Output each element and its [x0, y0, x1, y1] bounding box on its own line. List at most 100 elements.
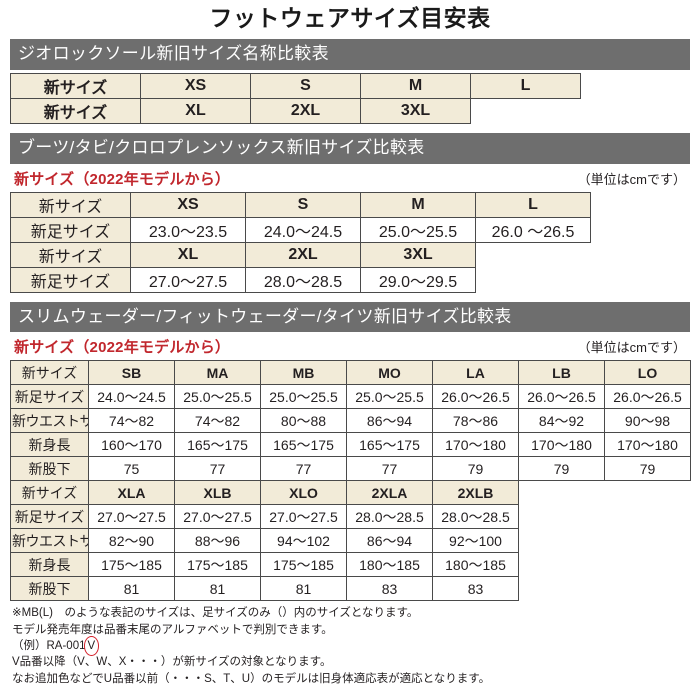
value-cell: 25.0〜25.5	[260, 384, 347, 410]
table-row: 新足サイズ 24.0〜24.5 25.0〜25.5 25.0〜25.5 25.0…	[10, 384, 691, 410]
section-3-subhead: 新サイズ（2022年モデルから） （単位はcmです）	[10, 332, 690, 360]
table-row: 新股下 81 81 81 83 83	[10, 576, 691, 602]
size-cell: S	[250, 72, 361, 99]
table-row: 新足サイズ 23.0〜23.5 24.0〜24.5 25.0〜25.5 26.0…	[10, 216, 591, 243]
table-row: 新身長 160〜170 165〜175 165〜175 165〜175 170〜…	[10, 432, 691, 458]
table-row: 新サイズ XLA XLB XLO 2XLA 2XLB	[10, 480, 691, 506]
row-label: 新サイズ	[10, 480, 89, 506]
size-cell: M	[360, 191, 476, 218]
value-cell: 81	[88, 576, 175, 602]
size-cell: LA	[432, 360, 519, 386]
size-cell: XLA	[88, 480, 175, 506]
value-cell: 80〜88	[260, 408, 347, 434]
size-cell: XL	[140, 97, 251, 124]
value-cell: 84〜92	[518, 408, 605, 434]
row-label: 新サイズ	[10, 191, 131, 218]
row-label: 新サイズ	[10, 72, 141, 99]
row-label: 新足サイズ	[10, 216, 131, 243]
value-cell: 165〜175	[346, 432, 433, 458]
circled-v-marker: V	[83, 635, 99, 657]
table-row: 新足サイズ 27.0〜27.5 27.0〜27.5 27.0〜27.5 28.0…	[10, 504, 691, 530]
row-label: 新股下	[10, 456, 89, 482]
value-cell: 79	[518, 456, 605, 482]
value-cell: 88〜96	[174, 528, 261, 554]
value-cell: 77	[346, 456, 433, 482]
value-cell: 26.0〜26.5	[604, 384, 691, 410]
size-cell: L	[475, 191, 591, 218]
value-cell: 28.0〜28.5	[432, 504, 519, 530]
value-cell: 79	[432, 456, 519, 482]
row-label: 新ウエストサイズ	[10, 408, 89, 434]
empty-cell	[605, 529, 691, 553]
value-cell: 77	[260, 456, 347, 482]
value-cell: 77	[174, 456, 261, 482]
value-cell: 83	[432, 576, 519, 602]
empty-cell	[605, 577, 691, 601]
value-cell: 27.0〜27.5	[260, 504, 347, 530]
value-cell: 170〜180	[518, 432, 605, 458]
size-cell: S	[245, 191, 361, 218]
empty-cell	[519, 577, 605, 601]
value-cell: 81	[260, 576, 347, 602]
row-label: 新身長	[10, 432, 89, 458]
table-geolock-sole: 新サイズ XS S M L 新サイズ XL 2XL 3XL	[10, 72, 581, 124]
section-2-subhead: 新サイズ（2022年モデルから） （単位はcmです）	[10, 164, 690, 192]
value-cell: 180〜185	[432, 552, 519, 578]
value-cell: 29.0〜29.5	[360, 266, 476, 293]
row-label: 新サイズ	[10, 360, 89, 386]
value-cell: 78〜86	[432, 408, 519, 434]
value-cell: 83	[346, 576, 433, 602]
size-cell: SB	[88, 360, 175, 386]
section-3-band: スリムウェーダー/フィットウェーダー/タイツ新旧サイズ比較表	[10, 301, 690, 333]
value-cell: 27.0〜27.5	[130, 266, 246, 293]
empty-cell	[605, 505, 691, 529]
value-cell: 25.0〜25.5	[360, 216, 476, 243]
size-cell: LB	[518, 360, 605, 386]
empty-cell	[519, 553, 605, 577]
table-row: 新サイズ XL 2XL 3XL	[10, 241, 591, 268]
row-label: 新股下	[10, 576, 89, 602]
size-cell: 3XL	[360, 97, 471, 124]
value-cell: 82〜90	[88, 528, 175, 554]
value-cell: 92〜100	[432, 528, 519, 554]
size-cell: XLO	[260, 480, 347, 506]
value-cell: 165〜175	[260, 432, 347, 458]
footnote-line: モデル発売年度は品番末尾のアルファベットで判別できます。	[12, 623, 333, 636]
row-label: 新身長	[10, 552, 89, 578]
value-cell: 24.0〜24.5	[88, 384, 175, 410]
table-row: 新ウエストサイズ 82〜90 88〜96 94〜102 86〜94 92〜100	[10, 528, 691, 554]
size-cell: XLB	[174, 480, 261, 506]
section-2-band: ブーツ/タビ/クロロプレンソックス新旧サイズ比較表	[10, 132, 690, 164]
row-label: 新足サイズ	[10, 504, 89, 530]
value-cell: 26.0 〜26.5	[475, 216, 591, 243]
value-cell: 24.0〜24.5	[245, 216, 361, 243]
table-row: 新身長 175〜185 175〜185 175〜185 180〜185 180〜…	[10, 552, 691, 578]
value-cell: 90〜98	[604, 408, 691, 434]
row-label: 新足サイズ	[10, 266, 131, 293]
section-1-band: ジオロックソール新旧サイズ名称比較表	[10, 39, 690, 70]
size-cell: XL	[130, 241, 246, 268]
footnote-line-example: （例）RA-001 V	[12, 635, 688, 657]
table-row: 新足サイズ 27.0〜27.5 28.0〜28.5 29.0〜29.5	[10, 266, 591, 293]
empty-cell	[519, 505, 605, 529]
footnotes: ※MB(L) のような表記のサイズは、足サイズのみ（）内のサイズとなります。 モ…	[10, 601, 690, 687]
table-boots-tabi-socks: 新サイズ XS S M L 新足サイズ 23.0〜23.5 24.0〜24.5 …	[10, 191, 591, 293]
value-cell: 165〜175	[174, 432, 261, 458]
size-cell: MB	[260, 360, 347, 386]
value-cell: 27.0〜27.5	[174, 504, 261, 530]
size-cell: MA	[174, 360, 261, 386]
value-cell: 23.0〜23.5	[130, 216, 246, 243]
table-row: 新サイズ XL 2XL 3XL	[10, 97, 581, 124]
size-cell: 2XL	[250, 97, 361, 124]
value-cell: 26.0〜26.5	[432, 384, 519, 410]
value-cell: 160〜170	[88, 432, 175, 458]
empty-cell	[476, 267, 591, 292]
size-cell: 2XL	[245, 241, 361, 268]
page-title: フットウェアサイズ目安表	[209, 5, 491, 31]
value-cell: 170〜180	[604, 432, 691, 458]
empty-cell	[476, 242, 591, 267]
size-cell: XS	[140, 72, 251, 99]
unit-note: （単位はcmです）	[577, 340, 686, 356]
row-label: 新サイズ	[10, 241, 131, 268]
